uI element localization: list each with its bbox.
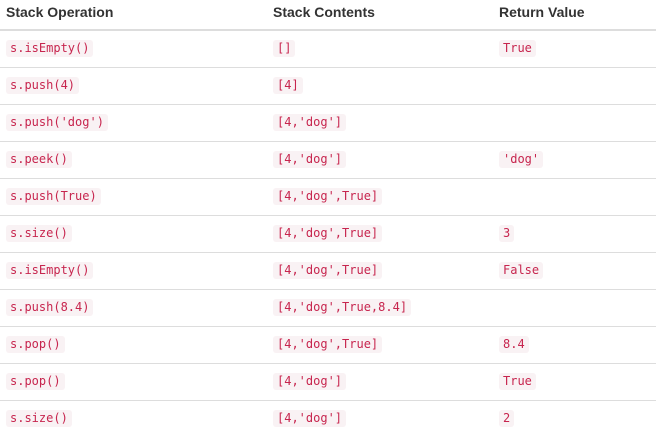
header-stack-contents: Stack Contents [273,4,375,20]
cell-contents: [4] [273,77,303,94]
table-body: s.isEmpty() [] True s.push(4) [4] s.push('dog… [0,31,656,438]
cell-contents: [4,'dog'] [273,114,347,131]
stack-operations-table: Stack Operation Stack Contents Return Va… [0,0,656,438]
cell-operation: s.size() [6,410,72,427]
cell-return-value: True [499,373,536,390]
cell-operation: s.pop() [6,336,65,353]
cell-contents: [4,'dog',True] [273,225,383,242]
cell-return-value: 2 [499,410,515,427]
header-return-value: Return Value [499,4,585,20]
table-row: s.pop() [4,'dog',True] 8.4 [0,327,656,364]
cell-contents: [4,'dog',True,8.4] [273,299,412,316]
cell-return-value: 3 [499,225,515,242]
table-row: s.isEmpty() [4,'dog',True] False [0,253,656,290]
table-row: s.push(True) [4,'dog',True] [0,179,656,216]
cell-contents: [4,'dog',True] [273,262,383,279]
cell-operation: s.push('dog') [6,114,108,131]
table-row: s.push(4) [4] [0,68,656,105]
cell-contents: [4,'dog'] [273,410,347,427]
cell-operation: s.pop() [6,373,65,390]
cell-return-value: 'dog' [499,151,544,168]
cell-contents: [4,'dog'] [273,151,347,168]
cell-operation: s.size() [6,225,72,242]
cell-contents: [4,'dog',True] [273,188,383,205]
cell-operation: s.peek() [6,151,72,168]
cell-operation: s.push(8.4) [6,299,94,316]
cell-operation: s.isEmpty() [6,40,94,57]
cell-return-value: False [499,262,544,279]
header-stack-operation: Stack Operation [6,4,114,20]
table-row: s.push(8.4) [4,'dog',True,8.4] [0,290,656,327]
table-row: s.push('dog') [4,'dog'] [0,105,656,142]
table-row: s.pop() [4,'dog'] True [0,364,656,401]
table-row: s.isEmpty() [] True [0,31,656,68]
table-header-row: Stack Operation Stack Contents Return Va… [0,0,656,31]
cell-contents: [] [273,40,296,57]
cell-operation: s.isEmpty() [6,262,94,279]
table-row: s.size() [4,'dog',True] 3 [0,216,656,253]
cell-return-value: True [499,40,536,57]
cell-operation: s.push(True) [6,188,101,205]
table-row: s.peek() [4,'dog'] 'dog' [0,142,656,179]
cell-return-value: 8.4 [499,336,529,353]
cell-contents: [4,'dog'] [273,373,347,390]
cell-contents: [4,'dog',True] [273,336,383,353]
table-row: s.size() [4,'dog'] 2 [0,401,656,438]
cell-operation: s.push(4) [6,77,80,94]
